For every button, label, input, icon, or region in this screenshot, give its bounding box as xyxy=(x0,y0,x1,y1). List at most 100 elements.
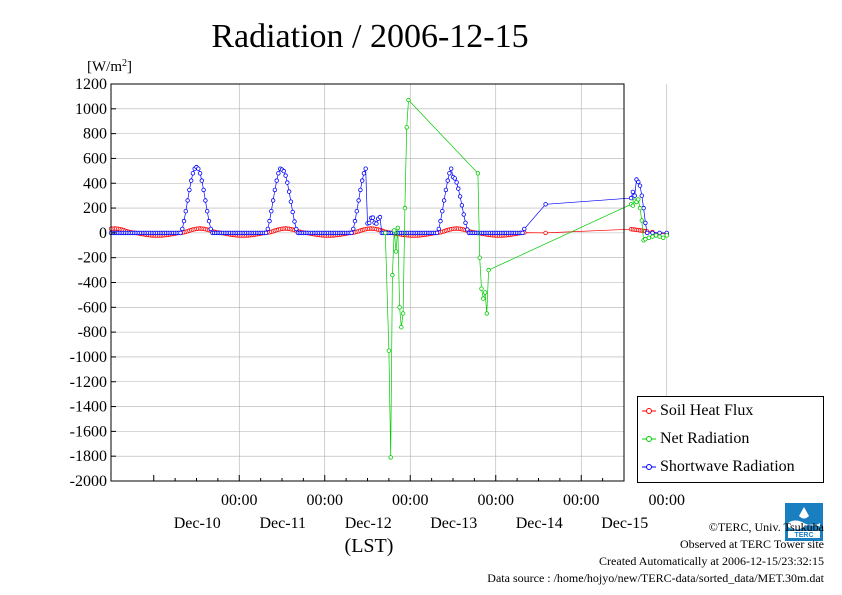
y-tick-label: 1200 xyxy=(75,76,107,93)
y-tick-label: -1000 xyxy=(70,349,107,366)
data-point-shortwave-radiation xyxy=(272,187,278,193)
data-point-net-radiation xyxy=(388,455,393,460)
terc-logo: TERC xyxy=(785,503,823,541)
x-tick-date-label: Dec-13 xyxy=(430,515,477,532)
data-point-net-radiation xyxy=(393,249,399,254)
footer-copyright: ©TERC, Univ. Tsukuba xyxy=(708,520,824,534)
data-point-shortwave-radiation xyxy=(188,178,194,183)
chart-axes: 1200 1000 800 600 400 200 0 -200 -400 -600 -800 -10… xyxy=(70,76,685,532)
x-tick-time-label: 00:00 xyxy=(221,492,257,509)
data-point-shortwave-radiation xyxy=(374,221,379,226)
data-point-net-radiation xyxy=(392,228,397,233)
data-point-shortwave-radiation xyxy=(438,218,443,224)
data-point-shortwave-radiation xyxy=(639,193,644,198)
y-tick-label: 600 xyxy=(83,150,107,167)
data-point-shortwave-radiation xyxy=(657,230,662,236)
data-point-shortwave-radiation xyxy=(363,166,368,171)
data-point-shortwave-radiation xyxy=(636,179,641,185)
data-point-shortwave-radiation xyxy=(628,195,634,201)
legend-label: Net Radiation xyxy=(660,430,750,447)
data-point-net-radiation xyxy=(639,218,644,223)
data-point-shortwave-radiation xyxy=(522,226,527,232)
legend-marker-soil-heat-flux xyxy=(642,408,656,414)
data-point-net-radiation xyxy=(657,234,662,239)
data-point-shortwave-radiation xyxy=(263,230,269,236)
data-point-shortwave-radiation xyxy=(637,183,643,188)
data-point-shortwave-radiation xyxy=(199,178,204,183)
x-tick-date-label: Dec-14 xyxy=(516,515,563,532)
data-point-shortwave-radiation xyxy=(645,230,650,236)
series-line-shortwave-radiation xyxy=(111,166,667,234)
data-point-shortwave-radiation xyxy=(197,171,203,176)
data-point-net-radiation xyxy=(479,286,484,291)
y-tick-label: -1400 xyxy=(70,399,107,416)
chart-series xyxy=(108,97,669,460)
data-point-shortwave-radiation xyxy=(283,173,288,178)
data-point-shortwave-radiation xyxy=(543,202,548,207)
x-tick-time-label: 00:00 xyxy=(392,492,428,509)
data-point-net-radiation xyxy=(477,255,482,260)
data-point-shortwave-radiation xyxy=(187,187,192,193)
data-point-shortwave-radiation xyxy=(196,166,201,171)
y-axis-unit-label: [W/m2] xyxy=(87,58,132,75)
data-point-shortwave-radiation xyxy=(267,218,272,224)
chart-title: Radiation / 2006-12-15 xyxy=(211,18,528,55)
data-point-shortwave-radiation xyxy=(265,226,270,232)
data-point-shortwave-radiation xyxy=(276,171,281,176)
data-point-net-radiation xyxy=(399,325,404,330)
data-point-shortwave-radiation xyxy=(434,230,440,236)
data-point-net-radiation xyxy=(664,233,669,238)
data-point-shortwave-radiation xyxy=(456,186,461,191)
data-point-shortwave-radiation xyxy=(286,189,292,194)
y-tick-label: -800 xyxy=(78,324,107,341)
data-point-shortwave-radiation xyxy=(203,198,208,203)
data-point-shortwave-radiation xyxy=(349,230,354,236)
terc-logo-icon: TERC xyxy=(785,503,823,541)
data-point-shortwave-radiation xyxy=(356,198,361,203)
data-point-net-radiation xyxy=(486,267,491,273)
data-point-net-radiation xyxy=(636,197,641,202)
data-point-shortwave-radiation xyxy=(361,171,367,176)
x-axis-label: (LST) xyxy=(345,535,394,557)
data-point-net-radiation xyxy=(390,272,395,278)
x-tick-time-label: 00:00 xyxy=(563,492,599,509)
series-line-net-radiation xyxy=(384,99,667,458)
data-point-net-radiation xyxy=(637,205,643,211)
chart-legend: Soil Heat Flux Net Radiation Shortwave R… xyxy=(637,396,824,483)
data-point-net-radiation xyxy=(650,234,655,239)
data-point-shortwave-radiation xyxy=(201,187,206,193)
data-point-net-radiation xyxy=(653,233,659,238)
data-point-net-radiation xyxy=(395,225,400,231)
data-point-net-radiation xyxy=(481,296,486,301)
data-point-shortwave-radiation xyxy=(185,198,190,203)
x-tick-date-label: Dec-11 xyxy=(260,515,307,532)
footer-observed: Observed at TERC Tower site xyxy=(679,537,824,551)
data-point-shortwave-radiation xyxy=(190,171,196,176)
data-point-net-radiation xyxy=(400,311,406,316)
data-point-shortwave-radiation xyxy=(269,208,274,214)
data-point-net-radiation xyxy=(404,125,409,130)
chart-grid xyxy=(111,83,668,482)
data-point-shortwave-radiation xyxy=(445,178,450,183)
data-point-shortwave-radiation xyxy=(270,198,276,203)
data-point-shortwave-radiation xyxy=(181,218,187,224)
x-tick-date-label: Dec-10 xyxy=(174,515,221,532)
data-point-shortwave-radiation xyxy=(630,189,636,195)
x-tick-time-label: 00:00 xyxy=(307,492,343,509)
data-point-shortwave-radiation xyxy=(360,178,365,183)
data-point-shortwave-radiation xyxy=(436,226,441,232)
data-point-shortwave-radiation xyxy=(520,230,525,236)
data-point-shortwave-radiation xyxy=(441,198,447,203)
data-point-net-radiation xyxy=(397,305,402,310)
data-point-net-radiation xyxy=(643,236,648,242)
y-tick-label: -1600 xyxy=(70,423,107,440)
data-point-net-radiation xyxy=(406,97,411,103)
data-point-net-radiation xyxy=(383,230,388,236)
x-tick-date-label: Dec-15 xyxy=(601,515,648,532)
data-point-net-radiation xyxy=(630,203,636,208)
y-tick-label: -1800 xyxy=(70,448,107,465)
data-point-shortwave-radiation xyxy=(294,226,299,232)
data-point-shortwave-radiation xyxy=(449,166,454,171)
data-point-shortwave-radiation xyxy=(183,208,188,214)
data-point-soil-heat-flux xyxy=(543,230,548,236)
